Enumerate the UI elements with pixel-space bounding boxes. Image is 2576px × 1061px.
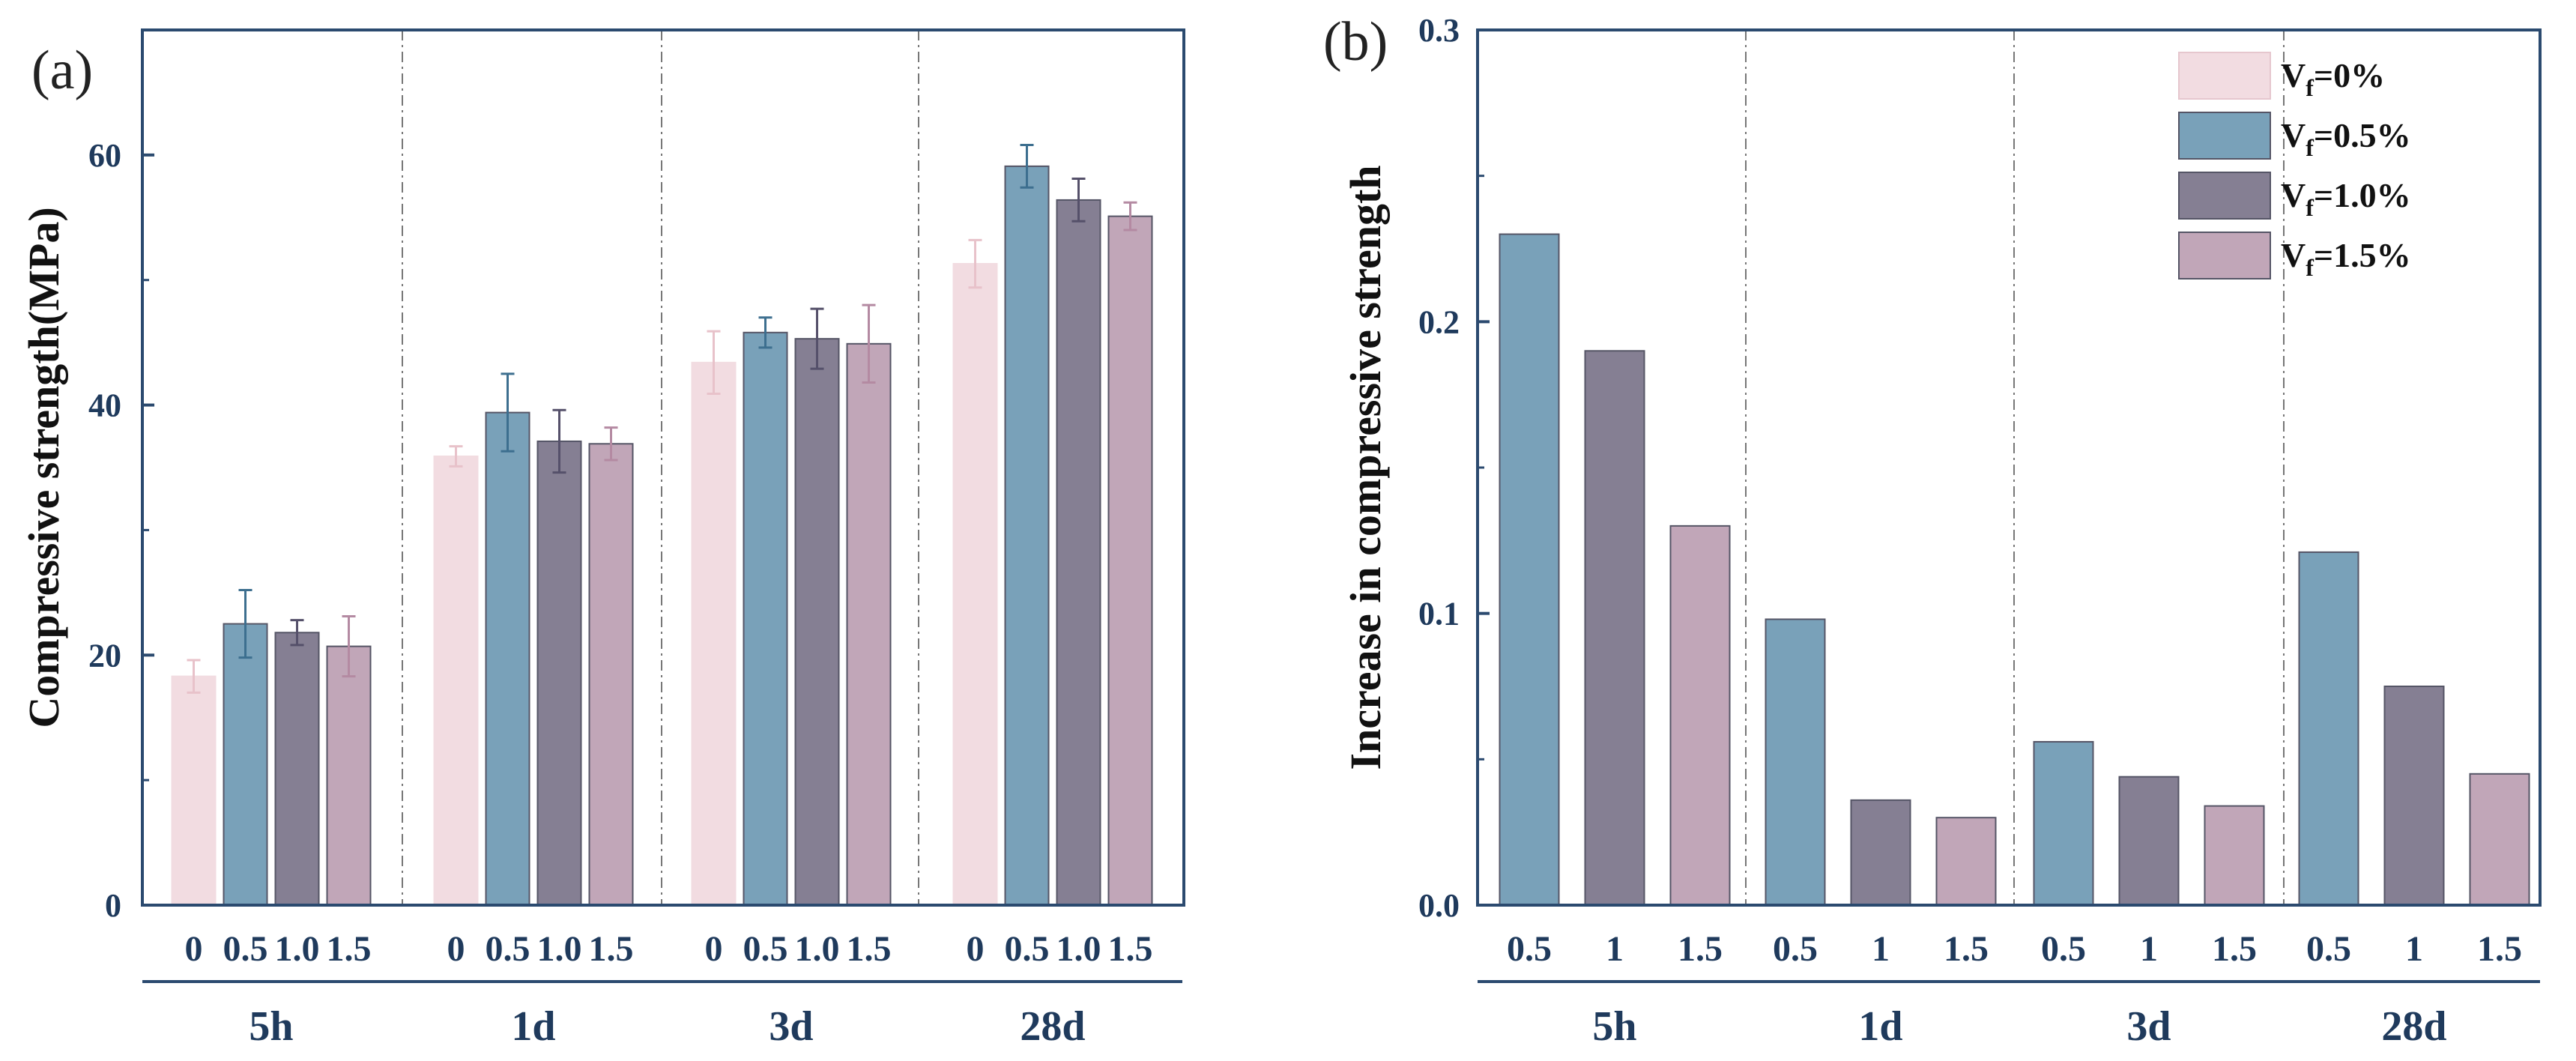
category-tick-label: 1.5 — [589, 929, 634, 969]
group-label: 28d — [1020, 1003, 1085, 1050]
category-tick-label: 1.5 — [2212, 929, 2257, 969]
y-axis-label: Increase in compressive strength — [1341, 165, 1390, 770]
bar — [1765, 618, 1826, 906]
bar — [952, 263, 998, 907]
category-tick-label: 0 — [705, 929, 723, 969]
bar — [1850, 799, 1911, 906]
category-tick-label: 0.5 — [743, 929, 788, 969]
y-tick-label: 20 — [88, 637, 121, 674]
category-tick-label: 0 — [447, 929, 465, 969]
bar — [171, 675, 217, 906]
plot-frame — [141, 28, 1185, 907]
category-tick-label: 1.5 — [1944, 929, 1989, 969]
category-tick-label: 0.5 — [2306, 929, 2351, 969]
y-tick-label: 0.2 — [1418, 303, 1460, 340]
group-label: 3d — [769, 1003, 813, 1050]
y-tick-label: 40 — [88, 387, 121, 424]
panel-tag: (a) — [31, 40, 93, 101]
category-tick-label: 0 — [967, 929, 985, 969]
bar — [1056, 199, 1101, 906]
y-tick-label: 60 — [88, 137, 121, 174]
category-tick-label: 1.0 — [1056, 929, 1101, 969]
bar — [2383, 686, 2445, 906]
category-tick-label: 1.5 — [847, 929, 892, 969]
group-label: 5h — [249, 1003, 293, 1050]
legend-label: Vf=0.5% — [2281, 116, 2411, 161]
legend: Vf=0% Vf=0.5% Vf=1.0% Vf=1.5% — [2178, 52, 2411, 281]
category-tick-label: 1.0 — [537, 929, 582, 969]
category-tick-label: 0.5 — [1005, 929, 1050, 969]
bar — [2033, 740, 2094, 906]
legend-swatch — [2178, 112, 2271, 160]
panel-b: 0.5 1 1.5 5h 0.5 1 1.5 1d 0.5 1 1.5 3d 0.5 1 1.5 28d 0.0… — [1323, 11, 2542, 1050]
group-label: 1d — [511, 1003, 555, 1050]
legend-swatch — [2178, 232, 2271, 279]
category-tick-label: 1 — [1606, 929, 1624, 969]
bar — [274, 632, 320, 906]
bar — [743, 331, 788, 906]
category-tick-label: 0.5 — [486, 929, 530, 969]
category-tick-label: 1 — [2140, 929, 2158, 969]
bar — [223, 623, 268, 906]
bar — [536, 440, 582, 906]
bar — [485, 411, 530, 906]
bar — [1107, 215, 1153, 907]
bar — [2204, 805, 2265, 907]
y-tick-label: 0 — [105, 887, 121, 924]
category-tick-label: 0.5 — [1507, 929, 1552, 969]
group-label: 5h — [1592, 1003, 1636, 1050]
category-tick-label: 0.5 — [1773, 929, 1818, 969]
bar — [1669, 525, 1731, 906]
bar — [846, 342, 892, 907]
category-tick-label: 0.5 — [2041, 929, 2086, 969]
y-axis-label: Compressive strength(MPa) — [19, 207, 68, 728]
y-tick-label: 0.3 — [1418, 12, 1460, 49]
category-tick-label: 1.5 — [2477, 929, 2522, 969]
y-tick-label: 0.1 — [1418, 596, 1460, 632]
bar — [433, 455, 479, 906]
bar — [1584, 350, 1645, 906]
bar — [588, 443, 634, 906]
category-tick-label: 1 — [1872, 929, 1890, 969]
bar — [1935, 817, 1997, 906]
group-label: 3d — [2126, 1003, 2171, 1050]
legend-swatch — [2178, 172, 2271, 220]
category-tick-label: 1.5 — [327, 929, 372, 969]
category-tick-label: 1.5 — [1678, 929, 1723, 969]
bar — [326, 645, 372, 906]
category-tick-label: 0.5 — [223, 929, 268, 969]
legend-swatch — [2178, 52, 2271, 100]
bar — [2298, 551, 2359, 906]
y-tick-label: 0.0 — [1418, 887, 1460, 924]
category-tick-label: 1.5 — [1108, 929, 1153, 969]
bar — [794, 338, 840, 906]
category-tick-label: 0 — [185, 929, 203, 969]
bar — [2118, 776, 2180, 907]
bar — [691, 361, 737, 906]
group-label: 1d — [1858, 1003, 1902, 1050]
legend-label: Vf=1.5% — [2281, 236, 2411, 281]
legend-label: Vf=1.0% — [2281, 176, 2411, 221]
bar — [1499, 233, 1560, 906]
panel-tag: (b) — [1323, 11, 1388, 73]
bar — [2469, 773, 2530, 907]
group-label: 28d — [2381, 1003, 2446, 1050]
bar — [1004, 165, 1050, 907]
legend-label: Vf=0% — [2281, 56, 2385, 101]
category-tick-label: 1.0 — [795, 929, 840, 969]
category-tick-label: 1.0 — [275, 929, 320, 969]
category-tick-label: 1 — [2405, 929, 2423, 969]
